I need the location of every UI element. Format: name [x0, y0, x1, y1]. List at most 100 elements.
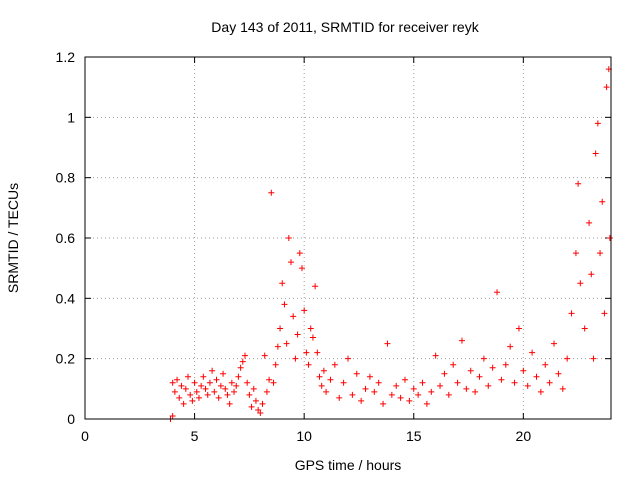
data-point	[555, 370, 562, 377]
data-point	[191, 379, 198, 386]
data-point	[590, 355, 597, 362]
x-tick-labels: 0 5 10 15 20	[81, 428, 531, 444]
data-point	[274, 343, 281, 350]
data-point	[237, 364, 244, 371]
data-point	[171, 388, 178, 395]
data-point	[592, 150, 599, 157]
data-point	[327, 376, 334, 383]
data-point	[224, 391, 231, 398]
y-tick-labels: 0 0.2 0.4 0.6 0.8 1 1.2	[56, 49, 76, 427]
data-point	[476, 373, 483, 380]
data-point	[345, 355, 351, 362]
data-point	[283, 340, 290, 347]
data-point	[226, 400, 233, 407]
data-point	[235, 373, 242, 380]
y-tick-label: 1	[67, 109, 75, 125]
y-tick-label: 1.2	[56, 49, 76, 65]
x-tick-label: 0	[81, 428, 89, 444]
data-point	[215, 394, 222, 401]
data-point	[529, 349, 536, 356]
data-point	[577, 280, 584, 287]
data-point	[401, 376, 408, 383]
y-tick-label: 0	[67, 411, 75, 427]
data-point	[246, 391, 253, 398]
data-point	[185, 373, 192, 380]
data-point	[270, 379, 277, 386]
data-point	[588, 271, 595, 278]
data-point	[410, 385, 417, 392]
data-point	[309, 334, 316, 341]
data-point	[581, 325, 588, 332]
data-point	[366, 373, 373, 380]
data-point	[358, 397, 365, 404]
x-tick-label: 10	[296, 428, 312, 444]
data-point	[331, 361, 338, 368]
data-point	[220, 370, 227, 377]
data-point	[480, 355, 487, 362]
data-point	[307, 325, 314, 332]
data-point	[445, 391, 452, 398]
data-point	[261, 352, 268, 359]
data-point	[189, 397, 196, 404]
x-axis-label: GPS time / hours	[295, 457, 402, 473]
data-point	[502, 361, 509, 368]
data-point	[494, 289, 501, 296]
data-point	[419, 379, 426, 386]
data-point	[301, 307, 308, 314]
data-point	[454, 379, 461, 386]
data-point	[248, 403, 255, 410]
data-point	[384, 340, 391, 347]
data-point	[312, 283, 319, 290]
chart-title: Day 143 of 2011, SRMTID for receiver rey…	[211, 19, 479, 35]
data-point	[546, 379, 553, 386]
data-point	[228, 379, 235, 386]
data-point	[281, 301, 288, 308]
data-point	[498, 376, 505, 383]
data-point	[285, 235, 292, 241]
data-point	[340, 379, 347, 386]
data-point	[463, 385, 470, 392]
data-point	[520, 367, 527, 374]
y-tick-label: 0.4	[56, 290, 76, 306]
data-point	[294, 331, 301, 338]
data-point	[195, 394, 202, 401]
data-point	[485, 382, 492, 389]
data-point	[204, 391, 211, 398]
y-axis-label: SRMTID / TECUs	[5, 183, 21, 293]
data-point	[323, 388, 330, 395]
data-point	[200, 373, 207, 380]
data-point	[303, 349, 310, 356]
data-point	[472, 388, 479, 395]
y-tick-label: 0.2	[56, 351, 76, 367]
data-point	[198, 382, 205, 389]
data-point	[169, 379, 176, 386]
data-point	[206, 379, 213, 386]
x-tick-label: 15	[406, 428, 422, 444]
data-point	[279, 280, 286, 287]
data-point	[272, 361, 279, 368]
data-point	[320, 367, 327, 374]
data-point	[533, 373, 540, 380]
x-tick-label: 5	[191, 428, 199, 444]
data-point	[305, 361, 312, 368]
data-point	[594, 120, 601, 127]
data-point	[606, 235, 613, 241]
data-point	[511, 379, 518, 386]
data-point	[599, 198, 606, 205]
data-point	[277, 325, 284, 332]
data-point	[316, 373, 323, 380]
data-point	[575, 180, 582, 187]
data-point	[515, 325, 522, 332]
y-tick-label: 0.8	[56, 170, 76, 186]
x-tick-label: 20	[516, 428, 532, 444]
data-point	[450, 361, 457, 368]
data-point	[603, 84, 610, 91]
data-point	[375, 379, 382, 386]
data-point	[268, 189, 275, 196]
data-point	[572, 250, 579, 257]
data-point	[437, 382, 444, 389]
data-point	[193, 388, 200, 395]
data-point	[397, 394, 404, 401]
data-point	[537, 388, 544, 395]
